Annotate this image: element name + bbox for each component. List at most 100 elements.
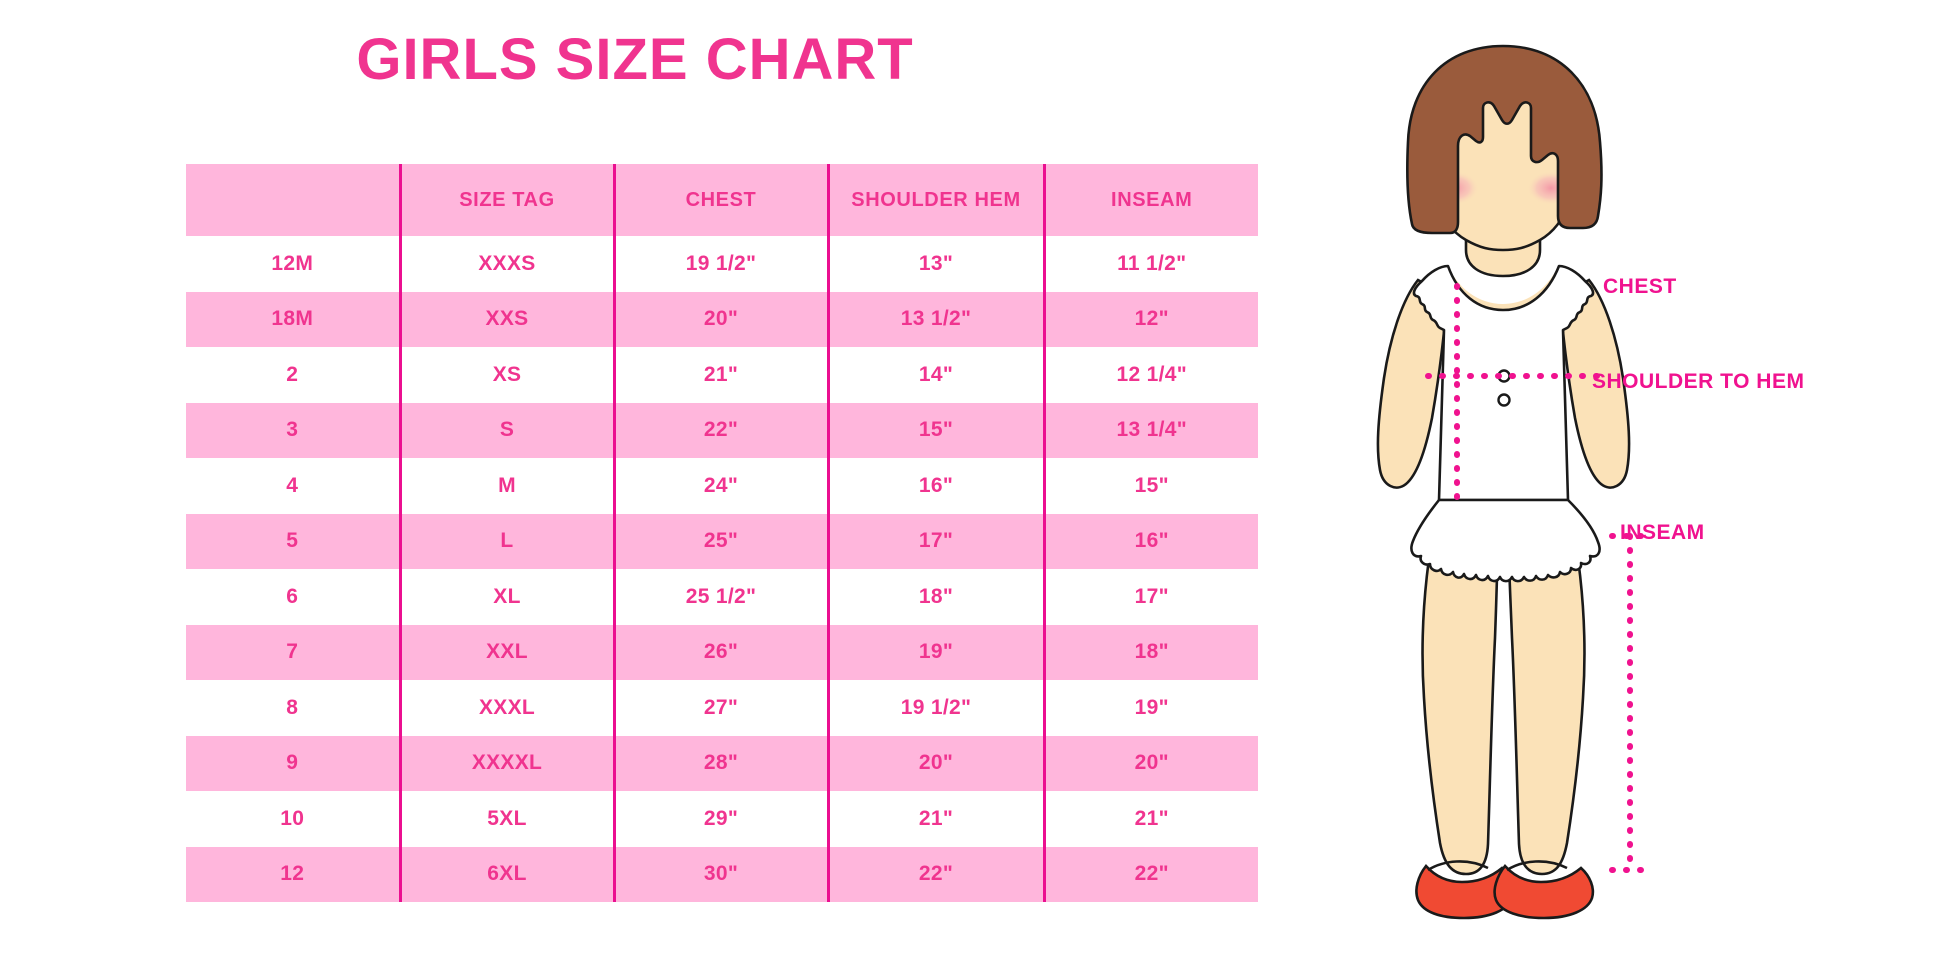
cell-size-tag: 6XL: [400, 846, 616, 902]
table-row: 6 XL 25 1/2" 18" 17": [186, 569, 1258, 625]
cell-size-tag: XS: [400, 347, 616, 403]
cell-size: 3: [186, 402, 402, 458]
cell-chest: 29": [614, 791, 830, 847]
cell-shoulder-hem: 13": [828, 236, 1046, 292]
label-shoulder-to-hem: SHOULDER TO HEM: [1592, 370, 1805, 393]
hair: [1406, 44, 1603, 235]
table-row: 12 6XL 30" 22" 22": [186, 846, 1258, 902]
cell-size: 6: [186, 569, 402, 625]
cell-chest: 26": [614, 624, 830, 680]
cell-inseam: 13 1/4": [1044, 402, 1258, 458]
cell-size-tag: XXXL: [400, 680, 616, 736]
left-leg: [1421, 514, 1500, 876]
table-body: 12M XXXS 19 1/2" 13" 11 1/2" 18M XXS 20" 13 1/2"…: [186, 236, 1258, 902]
table-header: SIZE TAG CHEST SHOULDER HEM INSEAM: [186, 164, 1258, 236]
cell-inseam: 15": [1044, 458, 1258, 514]
measurement-illustration-panel: CHEST SHOULDER TO HEM INSEAM: [1300, 0, 1946, 973]
cell-chest: 20": [614, 291, 830, 347]
cell-inseam: 11 1/2": [1044, 236, 1258, 292]
column-header-inseam: INSEAM: [1044, 164, 1258, 236]
left-arm: [1376, 278, 1449, 489]
cell-shoulder-hem: 18": [828, 569, 1046, 625]
cell-shoulder-hem: 15": [828, 402, 1046, 458]
measurement-guides: [1425, 283, 1655, 873]
button-lower: [1497, 393, 1511, 407]
table-row: 3 S 22" 15" 13 1/4": [186, 402, 1258, 458]
cell-inseam: 22": [1044, 846, 1258, 902]
skirt-body: [1410, 498, 1601, 583]
label-inseam: INSEAM: [1620, 521, 1705, 544]
cell-size: 5: [186, 513, 402, 569]
table-header-row: SIZE TAG CHEST SHOULDER HEM INSEAM: [186, 164, 1258, 236]
cell-chest: 24": [614, 458, 830, 514]
cell-size: 7: [186, 624, 402, 680]
right-shoe: [1493, 863, 1595, 920]
cell-inseam: 17": [1044, 569, 1258, 625]
cell-size-tag: XXXXL: [400, 735, 616, 791]
table-row: 4 M 24" 16" 15": [186, 458, 1258, 514]
cell-shoulder-hem: 19 1/2": [828, 680, 1046, 736]
cell-size: 12M: [186, 236, 402, 292]
table-row: 9 XXXXL 28" 20" 20": [186, 735, 1258, 791]
column-header-size-tag: SIZE TAG: [400, 164, 616, 236]
cell-size-tag: XL: [400, 569, 616, 625]
cell-chest: 25 1/2": [614, 569, 830, 625]
cell-shoulder-hem: 16": [828, 458, 1046, 514]
cell-inseam: 12 1/4": [1044, 347, 1258, 403]
cell-inseam: 18": [1044, 624, 1258, 680]
right-leg: [1506, 514, 1586, 876]
cell-size: 18M: [186, 291, 402, 347]
cell-shoulder-hem: 19": [828, 624, 1046, 680]
table-row: 10 5XL 29" 21" 21": [186, 791, 1258, 847]
cell-size: 9: [186, 735, 402, 791]
cell-size-tag: 5XL: [400, 791, 616, 847]
cell-size: 4: [186, 458, 402, 514]
blouse-top: [1412, 264, 1595, 502]
cell-size-tag: M: [400, 458, 616, 514]
cell-size: 2: [186, 347, 402, 403]
column-header-shoulder-hem: SHOULDER HEM: [828, 164, 1046, 236]
cell-shoulder-hem: 17": [828, 513, 1046, 569]
cell-shoulder-hem: 22": [828, 846, 1046, 902]
cell-chest: 28": [614, 735, 830, 791]
cell-inseam: 19": [1044, 680, 1258, 736]
blouse-body: [1412, 264, 1595, 502]
cell-shoulder-hem: 20": [828, 735, 1046, 791]
cell-chest: 27": [614, 680, 830, 736]
cell-size-tag: L: [400, 513, 616, 569]
cell-inseam: 20": [1044, 735, 1258, 791]
size-chart-table-container: SIZE TAG CHEST SHOULDER HEM INSEAM 12M XX…: [186, 164, 1258, 902]
right-shoe-strap: [1506, 860, 1568, 872]
table-row: 5 L 25" 17" 16": [186, 513, 1258, 569]
cell-size-tag: S: [400, 402, 616, 458]
cell-size: 8: [186, 680, 402, 736]
shoes-group: [1415, 860, 1595, 920]
page-title: GIRLS SIZE CHART: [356, 27, 914, 92]
cell-chest: 30": [614, 846, 830, 902]
cell-inseam: 12": [1044, 291, 1258, 347]
table-row: 8 XXXL 27" 19 1/2" 19": [186, 680, 1258, 736]
cell-inseam: 16": [1044, 513, 1258, 569]
cell-chest: 25": [614, 513, 830, 569]
girl-figure-illustration: [1376, 44, 1655, 920]
cell-shoulder-hem: 13 1/2": [828, 291, 1046, 347]
cell-chest: 21": [614, 347, 830, 403]
cell-size-tag: XXXS: [400, 236, 616, 292]
label-chest: CHEST: [1603, 275, 1677, 298]
table-row: 7 XXL 26" 19" 18": [186, 624, 1258, 680]
table-row: 18M XXS 20" 13 1/2" 12": [186, 291, 1258, 347]
column-header-size: [186, 164, 402, 236]
size-chart-table: SIZE TAG CHEST SHOULDER HEM INSEAM 12M XX…: [186, 164, 1258, 902]
cell-size-tag: XXS: [400, 291, 616, 347]
cell-chest: 22": [614, 402, 830, 458]
cell-shoulder-hem: 14": [828, 347, 1046, 403]
cell-chest: 19 1/2": [614, 236, 830, 292]
cell-inseam: 21": [1044, 791, 1258, 847]
cell-size: 12: [186, 846, 402, 902]
head-group: [1406, 44, 1603, 252]
ruffled-skirt: [1410, 498, 1601, 583]
cell-size-tag: XXL: [400, 624, 616, 680]
left-shoe-strap: [1427, 860, 1489, 872]
cell-size: 10: [186, 791, 402, 847]
cell-shoulder-hem: 21": [828, 791, 1046, 847]
